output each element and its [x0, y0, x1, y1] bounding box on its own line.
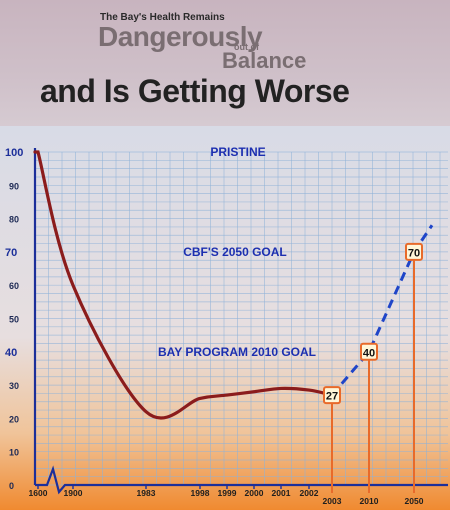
marker-box — [405, 242, 423, 261]
y-tick-label: 50 — [9, 315, 19, 325]
projection-dashed-line — [330, 224, 434, 397]
goal-label: BAY PROGRAM 2010 GOAL — [158, 345, 316, 359]
marker-droplines — [331, 251, 415, 493]
headline-out-of: out of — [234, 42, 259, 52]
marker-box — [360, 342, 378, 361]
headline-balance: Balance — [222, 48, 307, 73]
x-tick-label: 2000 — [245, 488, 264, 498]
x-tick-label: 2002 — [300, 488, 319, 498]
y-tick-label: 100 — [5, 147, 23, 159]
y-tick-label: 90 — [9, 181, 19, 191]
goal-label: CBF'S 2050 GOAL — [183, 245, 287, 259]
y-tick-label: 70 — [5, 247, 17, 259]
marker-label: 40 — [363, 347, 375, 359]
plot-background — [0, 126, 450, 510]
grid-lines — [34, 151, 448, 486]
bay-health-curve — [33, 150, 334, 420]
x-tick-label: 1983 — [137, 488, 156, 498]
x-axis-with-break — [35, 465, 448, 495]
kicker-text: The Bay's Health Remains — [100, 12, 225, 23]
x-tick-label: 1900 — [64, 488, 83, 498]
y-tick-label: 80 — [9, 215, 19, 225]
x-tick-label: 2010 — [360, 496, 379, 506]
y-tick-labels: 0 10 20 30 40 50 60 70 80 90 100 — [5, 147, 23, 491]
headline-dangerously: Dangerously — [98, 21, 263, 52]
y-tick-label: 30 — [9, 381, 19, 391]
marker-label: 27 — [326, 391, 338, 403]
x-tick-label: 2003 — [323, 496, 342, 506]
annotations: PRISTINE CBF'S 2050 GOAL BAY PROGRAM 2010 … — [158, 145, 316, 359]
main-headline: and Is Getting Worse — [40, 73, 350, 109]
goal-label: PRISTINE — [210, 145, 265, 159]
title-banner: The Bay's Health Remains Dangerously out… — [0, 0, 450, 128]
y-tick-label: 10 — [9, 448, 19, 458]
y-tick-label: 40 — [5, 347, 17, 359]
x-tick-label: 2050 — [405, 496, 424, 506]
y-tick-label: 20 — [9, 414, 19, 424]
y-tick-label: 60 — [9, 281, 19, 291]
x-tick-label: 1600 — [29, 488, 48, 498]
y-tick-label: 0 — [9, 481, 14, 491]
x-tick-label: 1998 — [191, 488, 210, 498]
value-markers: 27 40 70 — [323, 242, 423, 405]
x-tick-label: 2001 — [272, 488, 291, 498]
x-tick-label: 1999 — [218, 488, 237, 498]
x-tick-labels: 1600 1900 1983 1998 1999 2000 2001 2002 2003 2010… — [29, 488, 424, 506]
marker-box — [323, 386, 341, 405]
marker-label: 70 — [408, 247, 420, 259]
